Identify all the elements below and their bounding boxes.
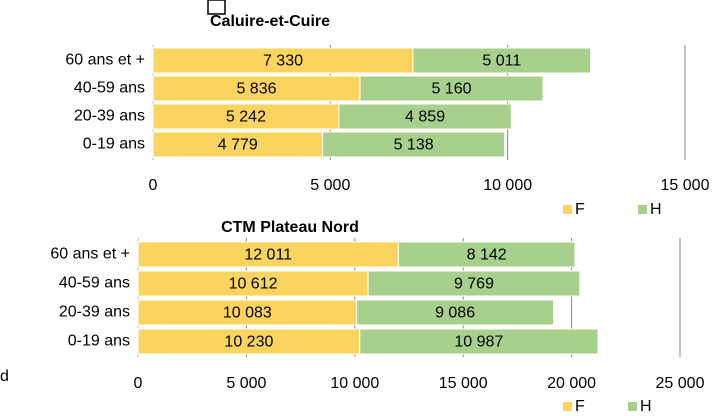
legend-swatch: [563, 205, 572, 214]
value-label: 4 779: [218, 137, 258, 154]
bar-segment: [359, 328, 599, 355]
value-label: 8 142: [467, 247, 507, 264]
x-tick-label: 25 000: [656, 375, 705, 392]
frame-fragment: [207, 0, 226, 15]
value-label: 5 836: [236, 81, 276, 98]
legend-label: H: [650, 201, 662, 218]
value-label: 10 230: [224, 334, 273, 351]
x-tick-label: 10 000: [330, 375, 379, 392]
x-tick-label: 10 000: [483, 177, 532, 194]
category-label: 20-39 ans: [59, 304, 130, 321]
x-tick-label: 15 000: [439, 375, 488, 392]
value-label: 5 011: [482, 53, 521, 70]
bar-segment: [338, 103, 512, 130]
value-label: 7 330: [263, 53, 303, 70]
bar-segment: [137, 299, 358, 326]
value-label: 9 769: [454, 276, 494, 293]
value-label: 10 612: [229, 276, 278, 293]
category-label: 40-59 ans: [59, 275, 130, 292]
x-tick-label: 20 000: [547, 375, 596, 392]
legend-label: F: [575, 201, 585, 218]
value-label: 9 086: [435, 305, 475, 322]
bar-segment: [152, 75, 361, 102]
value-label: 10 083: [223, 305, 272, 322]
chart-title: CTM Plateau Nord: [221, 219, 359, 236]
x-tick-label: 15 000: [661, 177, 710, 194]
text-fragment: d: [0, 368, 9, 385]
x-tick-label: 5 000: [226, 375, 266, 392]
value-label: 10 987: [454, 334, 503, 351]
category-label: 60 ans et +: [50, 246, 130, 263]
chart-title: Caluire-et-Cuire: [210, 13, 330, 30]
value-label: 4 859: [405, 109, 445, 126]
value-label: 12 011: [244, 247, 292, 264]
legend-label: F: [575, 398, 585, 415]
x-tick-label: 5 000: [310, 177, 350, 194]
category-label: 0-19 ans: [83, 136, 145, 153]
category-label: 0-19 ans: [68, 333, 130, 350]
bar-segment: [152, 47, 414, 74]
legend-swatch: [628, 402, 637, 411]
bar-segment: [321, 131, 506, 158]
bar-segment: [367, 270, 581, 297]
bar-segment: [359, 75, 544, 102]
legend-label: H: [640, 398, 652, 415]
x-tick-label: 0: [134, 375, 143, 392]
legend-swatch: [563, 402, 572, 411]
bar-segment: [412, 47, 592, 74]
category-label: 60 ans et +: [65, 52, 145, 69]
bar-segment: [137, 270, 369, 297]
value-label: 5 160: [431, 81, 471, 98]
category-label: 20-39 ans: [74, 108, 145, 125]
value-label: 5 242: [226, 109, 266, 126]
value-label: 5 138: [394, 137, 434, 154]
bar-segment: [397, 241, 576, 268]
category-label: 40-59 ans: [74, 80, 145, 97]
bar-segment: [137, 328, 361, 355]
bar-segment: [356, 299, 555, 326]
x-tick-label: 0: [149, 177, 158, 194]
bar-segment: [137, 241, 399, 268]
legend-swatch: [638, 205, 647, 214]
